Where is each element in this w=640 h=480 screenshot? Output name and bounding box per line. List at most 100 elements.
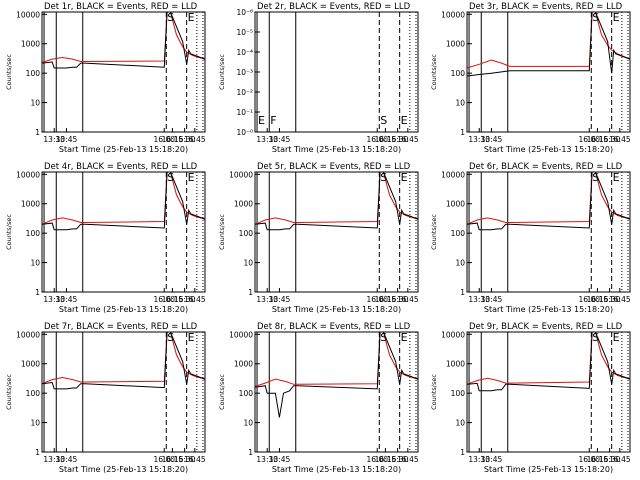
series-red-line xyxy=(41,171,206,225)
y-axis-label: Counts/sec xyxy=(430,214,438,250)
x-tick-label: 16:15 xyxy=(162,295,184,304)
marker-label-s: S xyxy=(380,114,387,127)
x-axis-label: Start Time (25-Feb-13 15:18:20) xyxy=(484,465,613,474)
x-tick-label: 16:45 xyxy=(184,295,206,304)
panel-title: Det 4r, BLACK = Events, RED = LLD xyxy=(44,162,198,172)
y-tick-label: 1000 xyxy=(21,40,40,49)
panel-det-1: Det 1r, BLACK = Events, RED = LLD 1 10 100 1… xyxy=(5,2,206,154)
x-tick-label: 16:45 xyxy=(184,455,206,464)
x-tick-label: 16:45 xyxy=(609,295,631,304)
y-tick-label: 10⁻⁴ xyxy=(236,48,253,57)
panel-det-2: Det 2r, BLACK = Events, RED = LLD 10⁻⁰ 10⁻… xyxy=(218,2,419,154)
y-tick-label: 1 xyxy=(460,128,465,137)
marker-label-e: E xyxy=(258,114,265,127)
series-black-line xyxy=(254,331,419,418)
marker-label-f: F xyxy=(270,114,276,127)
series-red-line xyxy=(466,171,631,225)
y-tick-label: 1000 xyxy=(446,360,465,369)
x-axis-label: Start Time (25-Feb-13 15:18:20) xyxy=(59,305,188,314)
x-tick-label: 16:00 xyxy=(578,135,600,144)
series-red-line xyxy=(254,171,419,225)
y-tick-label: 10⁻¹ xyxy=(236,108,253,117)
x-tick-label: 16:00 xyxy=(366,135,388,144)
plot-frame xyxy=(41,11,206,133)
x-tick-label: 16:45 xyxy=(397,455,419,464)
x-tick-label: 16:30 xyxy=(387,295,409,304)
series-black-line xyxy=(41,331,206,390)
y-axis-label: Counts/sec xyxy=(5,214,13,250)
series-red-line xyxy=(41,331,206,385)
y-tick-label: 100 xyxy=(451,389,466,398)
plot-frame xyxy=(254,331,419,453)
y-tick-label: 1000 xyxy=(21,360,40,369)
panel-title: Det 2r, BLACK = Events, RED = LLD xyxy=(257,2,411,12)
x-tick-label: 16:00 xyxy=(366,455,388,464)
panel-title: Det 3r, BLACK = Events, RED = LLD xyxy=(469,2,623,12)
marker-label-e: E xyxy=(401,171,408,184)
x-tick-label: 13:45 xyxy=(56,295,78,304)
x-tick-label: 16:00 xyxy=(366,295,388,304)
x-tick-label: 13:30 xyxy=(468,135,490,144)
plot-frame xyxy=(254,11,419,133)
x-tick-label: 16:15 xyxy=(375,455,397,464)
y-tick-label: 10000 xyxy=(441,170,465,179)
panel-title: Det 9r, BLACK = Events, RED = LLD xyxy=(469,322,623,332)
panel-det-9: Det 9r, BLACK = Events, RED = LLD 1 10 100 1… xyxy=(430,322,631,474)
panel-title: Det 1r, BLACK = Events, RED = LLD xyxy=(44,2,198,12)
x-tick-label: 13:45 xyxy=(56,135,78,144)
y-tick-label: 10⁻⁰ xyxy=(236,128,253,137)
marker-label-e: E xyxy=(401,114,408,127)
x-tick-label: 16:15 xyxy=(587,455,609,464)
x-tick-label: 13:30 xyxy=(256,295,278,304)
y-axis-label: Counts/sec xyxy=(430,374,438,410)
panel-det-4: Det 4r, BLACK = Events, RED = LLD 1 10 100 1… xyxy=(5,162,206,314)
x-axis-label: Start Time (25-Feb-13 15:18:20) xyxy=(484,145,613,154)
marker-label-s: S xyxy=(380,331,387,344)
y-tick-label: 1 xyxy=(35,288,40,297)
x-tick-label: 16:30 xyxy=(387,455,409,464)
plot-frame xyxy=(466,11,631,133)
x-axis-label: Start Time (25-Feb-13 15:18:20) xyxy=(272,465,401,474)
x-tick-label: 16:45 xyxy=(609,455,631,464)
x-tick-label: 16:00 xyxy=(153,135,175,144)
x-tick-label: 16:30 xyxy=(387,135,409,144)
panel-title: Det 7r, BLACK = Events, RED = LLD xyxy=(44,322,198,332)
y-tick-label: 10 xyxy=(243,419,253,428)
x-tick-label: 13:30 xyxy=(43,455,65,464)
x-tick-label: 13:30 xyxy=(256,135,278,144)
x-tick-label: 16:00 xyxy=(153,455,175,464)
marker-label-s: S xyxy=(592,11,599,24)
y-tick-label: 10⁻⁵ xyxy=(236,28,253,37)
y-axis-label: Counts/sec xyxy=(430,54,438,90)
y-tick-label: 10⁻³ xyxy=(236,68,253,77)
x-tick-label: 13:45 xyxy=(481,135,503,144)
x-tick-label: 16:15 xyxy=(587,135,609,144)
y-tick-label: 10000 xyxy=(441,10,465,19)
y-tick-label: 10⁻² xyxy=(236,88,253,97)
x-tick-label: 16:30 xyxy=(174,135,196,144)
panel-det-3: Det 3r, BLACK = Events, RED = LLD 1 10 100 1… xyxy=(430,2,631,154)
y-tick-label: 1000 xyxy=(446,40,465,49)
panel-title: Det 5r, BLACK = Events, RED = LLD xyxy=(257,162,411,172)
y-tick-label: 1000 xyxy=(446,200,465,209)
panel-det-6: Det 6r, BLACK = Events, RED = LLD 1 10 100 1… xyxy=(430,162,631,314)
x-tick-label: 13:30 xyxy=(256,455,278,464)
y-axis-label: Counts/sec xyxy=(5,374,13,410)
panel-det-7: Det 7r, BLACK = Events, RED = LLD 1 10 100 1… xyxy=(5,322,206,474)
x-axis-label: Start Time (25-Feb-13 15:18:20) xyxy=(59,145,188,154)
x-tick-label: 16:00 xyxy=(578,455,600,464)
x-tick-label: 16:30 xyxy=(599,295,621,304)
y-tick-label: 10 xyxy=(30,259,40,268)
x-axis-label: Start Time (25-Feb-13 15:18:20) xyxy=(59,465,188,474)
plot-frame xyxy=(41,171,206,293)
plot-frame xyxy=(466,331,631,453)
y-tick-label: 10000 xyxy=(16,170,40,179)
y-axis-label: Counts/sec xyxy=(218,374,226,410)
x-tick-label: 16:15 xyxy=(162,455,184,464)
x-axis-label: Start Time (25-Feb-13 15:18:20) xyxy=(272,145,401,154)
x-tick-label: 13:30 xyxy=(468,455,490,464)
x-tick-label: 13:30 xyxy=(43,295,65,304)
y-tick-label: 1 xyxy=(35,448,40,457)
panel-title: Det 6r, BLACK = Events, RED = LLD xyxy=(469,162,623,172)
